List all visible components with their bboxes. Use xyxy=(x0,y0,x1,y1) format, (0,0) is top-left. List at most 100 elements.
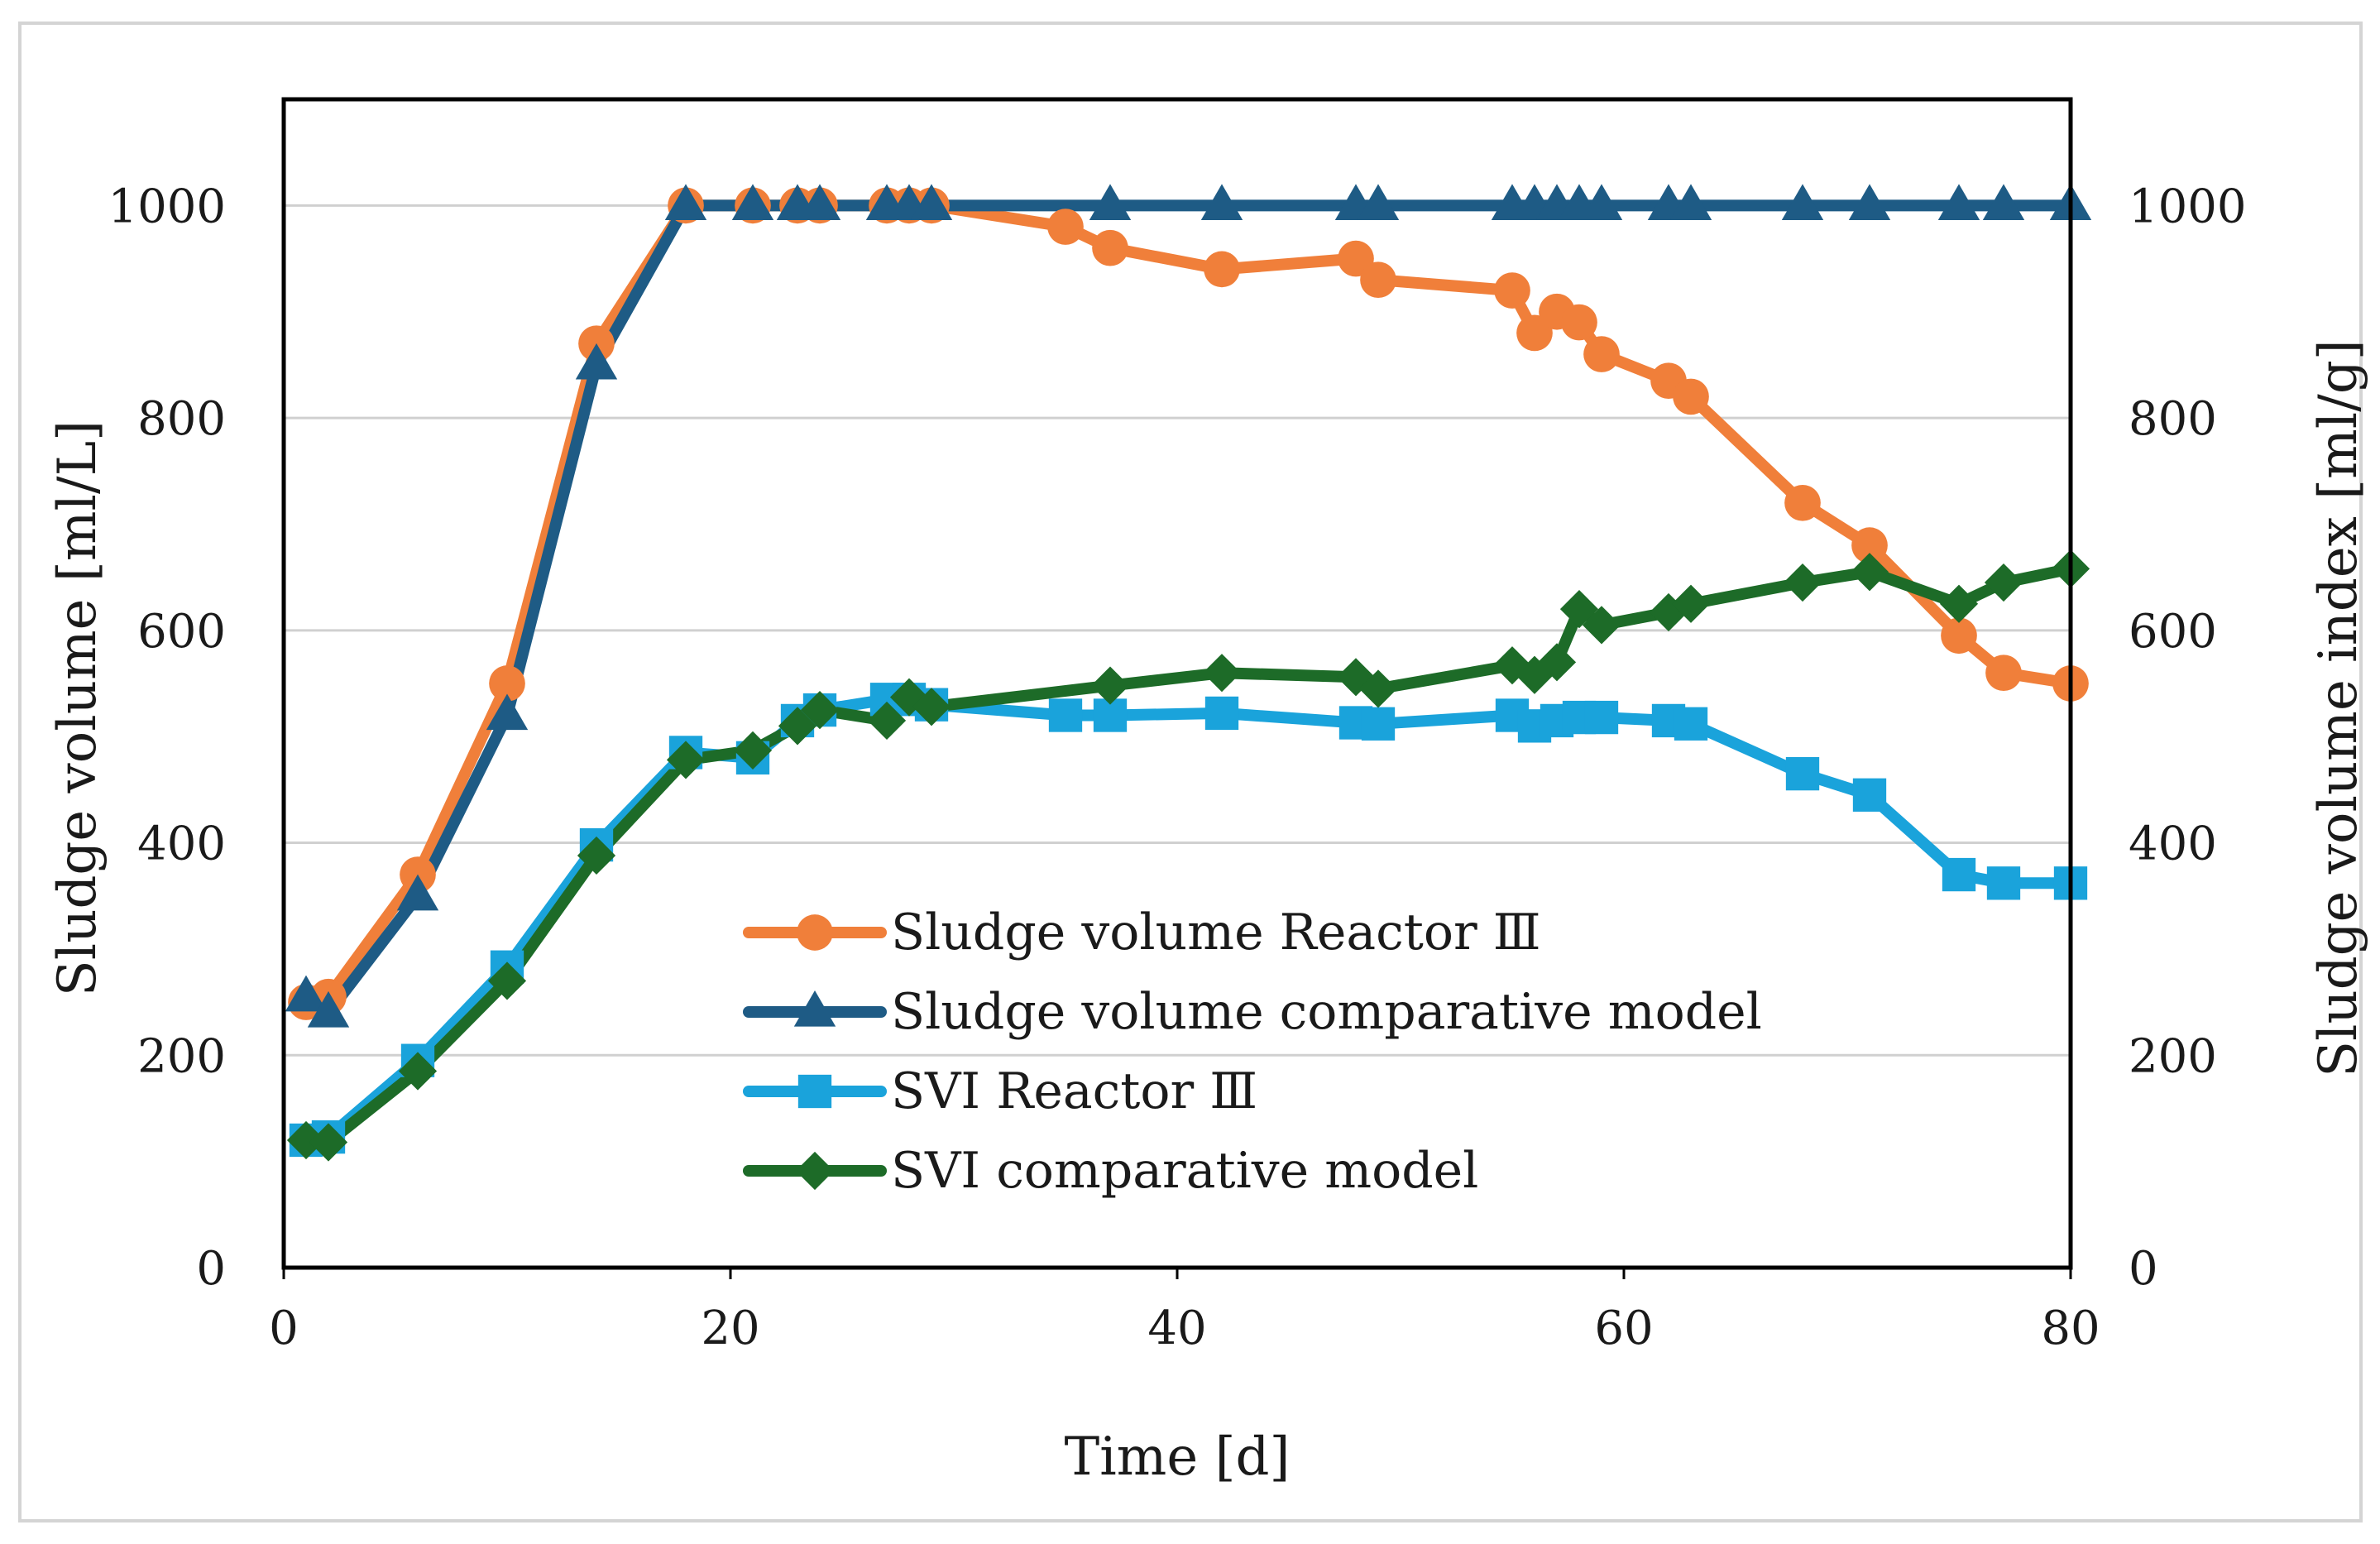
sludge-volume-model-point-26 xyxy=(1982,184,2025,221)
sludge-volume-model-point-22 xyxy=(1669,184,1712,221)
sludge-volume-model-point-12 xyxy=(1089,184,1132,221)
legend: Sludge volume Reactor Ⅲ Sludge volume com… xyxy=(743,904,1762,1200)
x-tick-label-0: 0 xyxy=(269,1302,299,1355)
svi-model-point-8 xyxy=(800,690,840,730)
svi-reactor-point-23 xyxy=(1674,707,1708,741)
x-tick-label-1: 20 xyxy=(701,1302,759,1355)
y-tick-label-2: 400 xyxy=(137,818,226,871)
x-tick-label-3: 60 xyxy=(1594,1302,1653,1355)
sludge-volume-model-point-23 xyxy=(1781,184,1824,221)
legend-label-svi-reactor: SVI Reactor Ⅲ xyxy=(891,1062,1257,1120)
x-axis-label: Time [d] xyxy=(1065,1427,1291,1488)
svi-reactor-point-25 xyxy=(1852,778,1887,812)
svi-model-point-12 xyxy=(1090,666,1130,705)
legend-marker-svi-reactor xyxy=(797,1074,832,1109)
svi-model-point-14 xyxy=(1336,658,1376,697)
y-tick-label-4: 800 xyxy=(137,392,226,446)
svi-reactor-point-27 xyxy=(1986,866,2021,900)
y2-tick-label-1: 200 xyxy=(2129,1029,2217,1083)
legend-marker-sludge-volume-reactor xyxy=(797,914,833,951)
sludge-volume-reactor-point-27 xyxy=(1985,655,2022,692)
sludge-volume-reactor-point-17 xyxy=(1494,272,1530,309)
svi-model-point-10 xyxy=(889,678,929,717)
sludge-volume-reactor-point-12 xyxy=(1047,209,1084,245)
sludge-volume-reactor-point-14 xyxy=(1204,251,1240,288)
legend-label-svi-model: SVI comparative model xyxy=(891,1142,1478,1200)
sludge-volume-model-point-5 xyxy=(664,184,707,221)
svi-model-point-15 xyxy=(1358,669,1398,708)
svi-model-point-5 xyxy=(666,741,706,779)
svi-model-point-18 xyxy=(1537,643,1577,682)
sludge-volume-model-point-2 xyxy=(396,874,439,911)
svi-reactor-point-26 xyxy=(1942,857,1976,892)
sludge-volume-reactor-point-26 xyxy=(1941,617,1977,655)
svi-model-point-13 xyxy=(1202,654,1242,693)
svi-model-point-4 xyxy=(577,836,616,875)
sludge-volume-model-point-6 xyxy=(731,184,774,221)
y-tick-label-3: 600 xyxy=(137,605,226,659)
y2-axis-label: Sludge volume index [ml/g] xyxy=(2308,339,2369,1077)
y-axis-ticks: 0 200 400 600 800 1000 xyxy=(108,180,226,1296)
figure-border xyxy=(18,22,2363,1522)
sludge-volume-model-line xyxy=(300,199,2076,1019)
sludge-volume-reactor-point-21 xyxy=(1583,336,1620,372)
svi-model-point-2 xyxy=(398,1052,438,1091)
sludge-volume-reactor-point-23 xyxy=(1673,378,1709,415)
x-axis-ticks: 0 20 40 60 80 xyxy=(269,1268,2100,1355)
sludge-volume-reactor-point-16 xyxy=(1360,261,1396,299)
svi-model-point-0 xyxy=(286,1120,326,1160)
svi-model-point-6 xyxy=(733,731,773,770)
sludge-volume-model-point-3 xyxy=(486,693,529,731)
svi-reactor-point-14 xyxy=(1204,696,1239,731)
x-tick-label-2: 40 xyxy=(1147,1302,1206,1355)
svi-model-point-16 xyxy=(1492,646,1532,685)
svi-reactor-point-21 xyxy=(1584,700,1619,735)
sludge-volume-model-point-25 xyxy=(1937,184,1980,221)
sludge-volume-reactor-point-25 xyxy=(1851,527,1888,563)
svi-model-point-1 xyxy=(309,1123,348,1162)
svi-model-point-26 xyxy=(1984,563,2023,602)
svi-model-point-7 xyxy=(778,707,817,746)
sludge-volume-model-point-20 xyxy=(1580,184,1623,221)
legend-label-sludge-volume-model: Sludge volume comparative model xyxy=(891,983,1762,1041)
sludge-volume-model-point-0 xyxy=(285,975,328,1012)
svi-model-point-9 xyxy=(867,701,907,741)
svi-model-point-11 xyxy=(912,688,951,726)
sludge-volume-model-point-4 xyxy=(575,343,618,380)
y-tick-label-0: 0 xyxy=(196,1242,226,1296)
y-axis-label: Sludge volume [ml/L] xyxy=(47,420,108,996)
sludge-volume-model-point-11 xyxy=(910,184,953,221)
sludge-volume-model-point-15 xyxy=(1357,184,1400,221)
sludge-volume-model-point-1 xyxy=(307,990,350,1028)
y-tick-label-5: 1000 xyxy=(108,180,226,233)
legend-label-sludge-volume-reactor: Sludge volume Reactor Ⅲ xyxy=(891,904,1541,961)
y2-tick-label-0: 0 xyxy=(2129,1242,2158,1296)
svi-model-point-23 xyxy=(1783,563,1822,602)
svi-model-point-17 xyxy=(1515,655,1554,694)
legend-item-svi-model: SVI comparative model xyxy=(743,1142,1478,1200)
legend-marker-sludge-volume-model xyxy=(793,990,836,1027)
sludge-volume-model-point-24 xyxy=(1848,184,1891,221)
sludge-volume-reactor-point-3 xyxy=(489,665,525,702)
svi-model-point-19 xyxy=(1559,590,1599,629)
y-tick-label-1: 200 xyxy=(137,1029,226,1083)
svi-model-point-24 xyxy=(1850,553,1889,592)
svi-model-line xyxy=(300,563,2076,1148)
svi-reactor-point-24 xyxy=(1785,756,1820,791)
svi-reactor-point-16 xyxy=(1361,707,1396,741)
svi-model-point-20 xyxy=(1582,606,1621,645)
legend-marker-svi-model xyxy=(795,1151,835,1191)
y2-tick-label-5: 1000 xyxy=(2129,180,2247,233)
svi-model-point-21 xyxy=(1649,592,1688,632)
y2-tick-label-4: 800 xyxy=(2129,392,2217,446)
series-markers xyxy=(285,184,2092,1162)
sludge-volume-reactor-point-20 xyxy=(1561,304,1597,341)
svi-model-point-3 xyxy=(487,961,527,1000)
x-tick-label-4: 80 xyxy=(2041,1302,2100,1355)
sludge-volume-reactor-point-13 xyxy=(1092,229,1128,266)
y2-tick-label-3: 600 xyxy=(2129,605,2217,659)
svi-model-point-25 xyxy=(1939,584,1979,623)
legend-item-sludge-volume-reactor: Sludge volume Reactor Ⅲ xyxy=(743,904,1541,961)
